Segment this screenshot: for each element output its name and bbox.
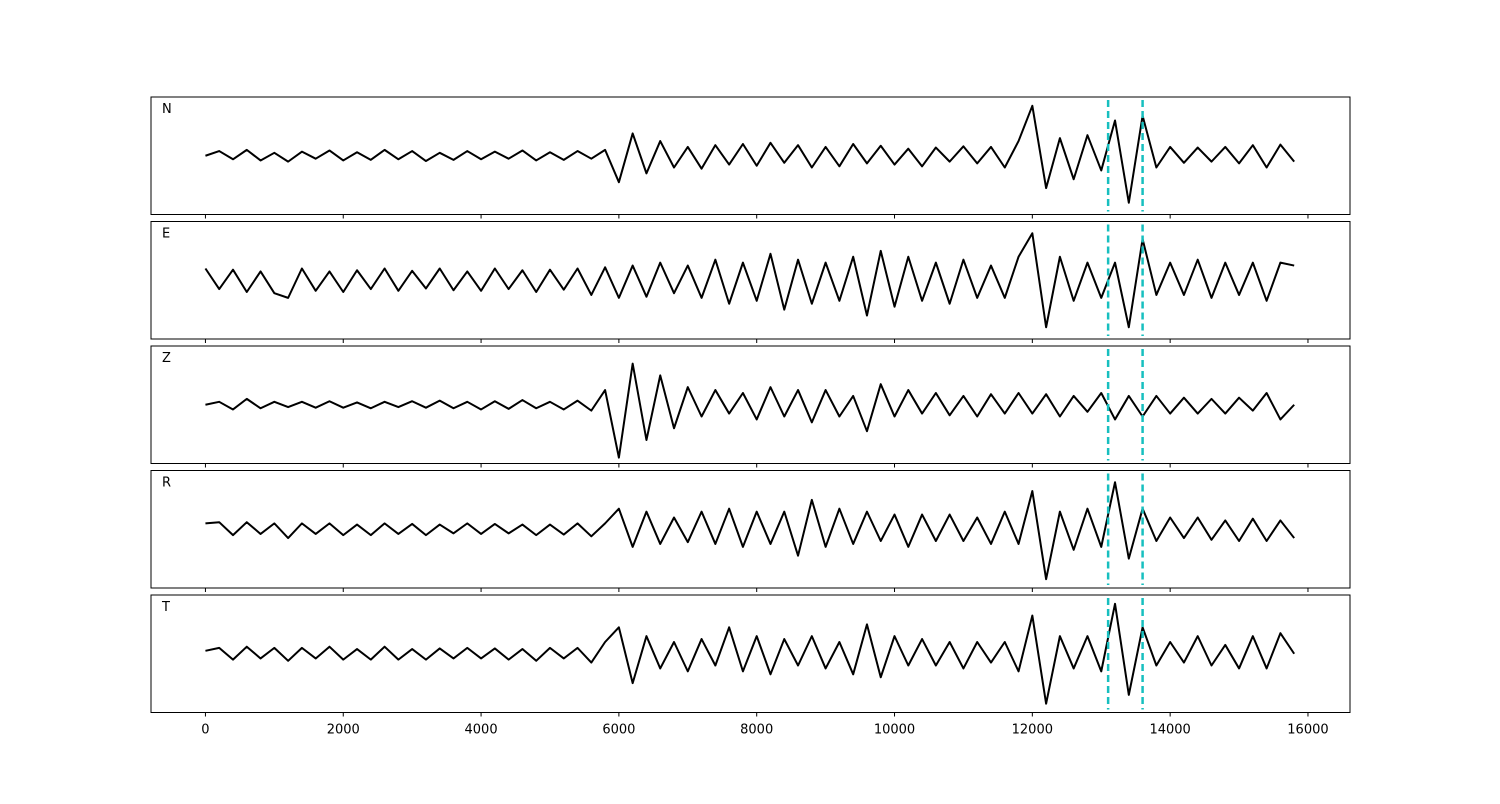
panel-label: N xyxy=(162,102,172,117)
x-tick-label: 14000 xyxy=(1149,723,1190,738)
panel-frame xyxy=(150,96,1351,215)
x-tick-label: 2000 xyxy=(327,723,360,738)
trace xyxy=(205,481,1295,581)
panel-frame xyxy=(150,470,1351,589)
panel-label: T xyxy=(161,600,170,615)
x-tick-label: 8000 xyxy=(740,723,773,738)
x-tick-label: 6000 xyxy=(602,723,635,738)
x-tick-label: 10000 xyxy=(874,723,915,738)
trace xyxy=(205,362,1295,459)
trace xyxy=(205,602,1296,705)
x-tick-label: 16000 xyxy=(1287,723,1328,738)
trace xyxy=(205,104,1295,204)
panel-frame xyxy=(150,345,1351,464)
x-tick-label: 12000 xyxy=(1012,723,1053,738)
panel-label: Z xyxy=(162,351,171,366)
x-tick-label: 4000 xyxy=(465,723,498,738)
panel-frame xyxy=(150,594,1351,713)
trace xyxy=(204,232,1295,329)
panel-label: E xyxy=(162,227,170,242)
x-tick-label: 0 xyxy=(201,723,209,738)
panel-frame xyxy=(150,221,1351,340)
panel-label: R xyxy=(162,476,171,491)
